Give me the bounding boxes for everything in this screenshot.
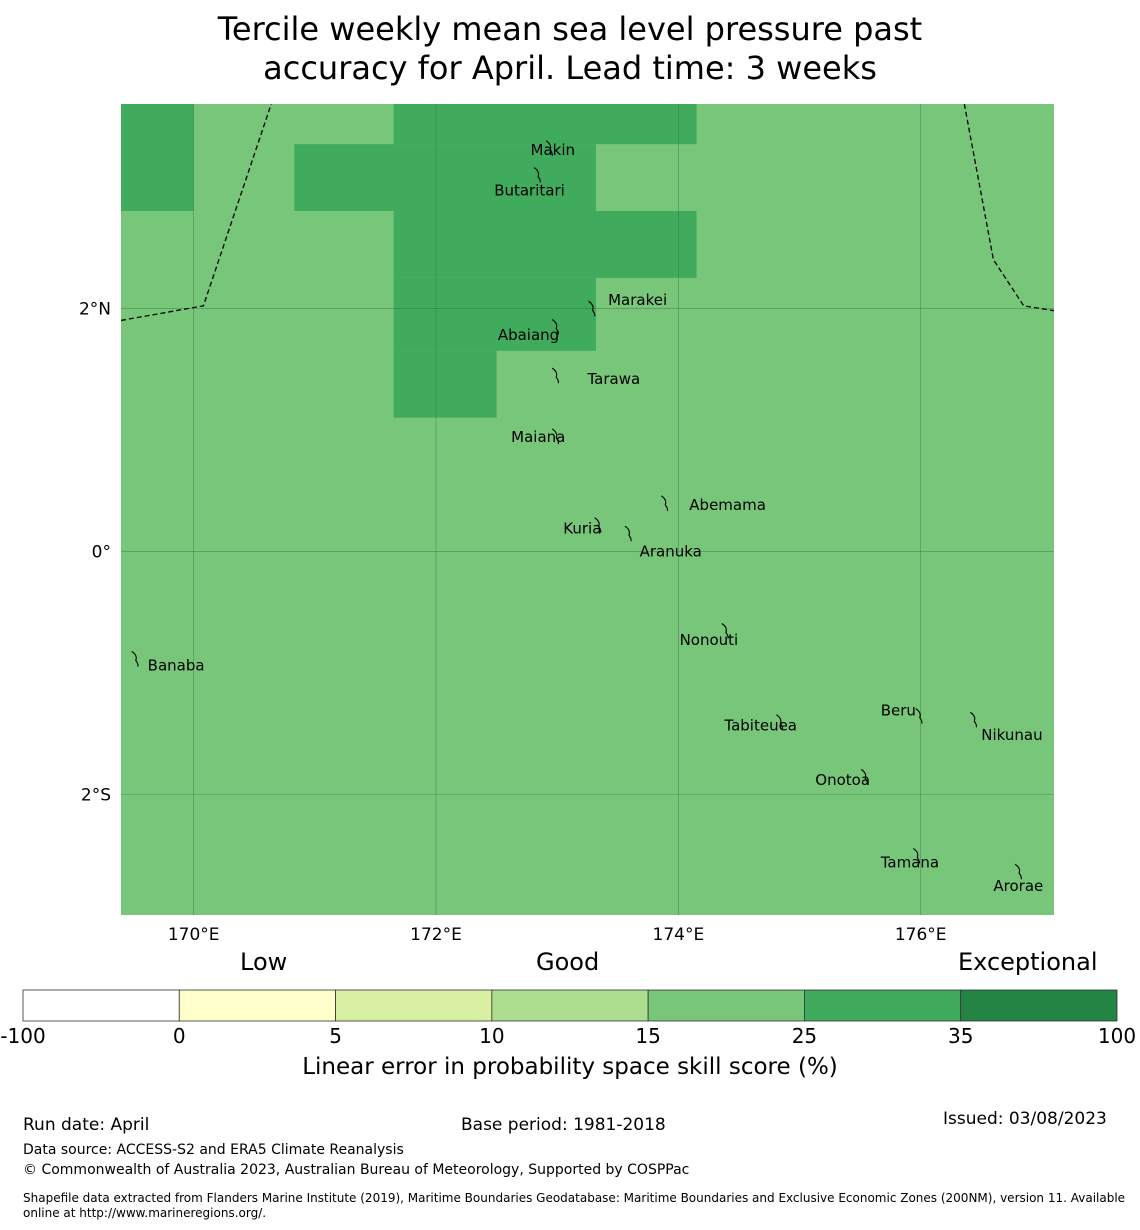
island-outline	[915, 708, 923, 724]
skill-cell	[121, 104, 194, 211]
issued-date: Issued: 03/08/2023	[943, 1109, 1107, 1129]
skill-cell	[393, 210, 697, 278]
island-label: Tabiteuea	[723, 716, 797, 734]
island-label: Onotoa	[815, 771, 870, 789]
x-tick-label: 172°E	[410, 925, 462, 945]
colorbar-segment	[335, 989, 493, 1022]
island-label: Tarawa	[587, 370, 641, 388]
island-outline	[860, 768, 868, 785]
colorbar-tick: 15	[635, 1024, 661, 1048]
y-tick-label: 0°	[92, 542, 111, 562]
island-label: Banaba	[148, 657, 205, 675]
island-outline	[969, 711, 978, 728]
category-exceptional: Exceptional	[958, 948, 1098, 976]
y-tick-label: 2°S	[81, 786, 111, 806]
colorbar-tick: 5	[329, 1024, 342, 1048]
colorbar-tick: 0	[172, 1024, 186, 1048]
island-outline	[660, 495, 669, 512]
island-outline	[776, 714, 784, 730]
title-line-1: Tercile weekly mean sea level pressure p…	[217, 10, 923, 48]
colorbar-segment	[178, 989, 336, 1022]
colorbar-segment	[22, 989, 180, 1022]
colorbar-segment	[647, 989, 805, 1022]
x-tick-label: 174°E	[653, 925, 705, 945]
island-label: Beru	[881, 702, 916, 720]
colorbar-segment	[491, 989, 649, 1022]
island-outline	[594, 517, 602, 533]
island-outline	[624, 525, 632, 542]
island-outline	[721, 623, 729, 639]
base-period: Base period: 1981-2018	[461, 1115, 666, 1135]
colorbar-label: Linear error in probability space skill …	[302, 1054, 838, 1080]
island-label: Butaritari	[494, 181, 565, 199]
colorbar-tick: 10	[479, 1024, 505, 1048]
island-outline	[131, 650, 139, 667]
run-date: Run date: April	[23, 1115, 150, 1135]
colorbar-tick: 100	[1097, 1024, 1137, 1048]
x-tick-label: 176°E	[895, 925, 947, 945]
island-label: Tamana	[880, 854, 939, 872]
skill-cell	[393, 277, 596, 351]
y-tick-label: 2°N	[79, 299, 111, 319]
colorbar	[22, 989, 1118, 1022]
island-label: Aranuka	[640, 542, 702, 560]
island-label: Kuria	[563, 519, 601, 537]
map-title: Tercile weekly mean sea level pressure p…	[0, 10, 1140, 88]
colorbar-tick: 25	[791, 1024, 818, 1048]
island-outline	[588, 300, 596, 317]
skill-cell	[393, 350, 497, 418]
shapefile-line-1: Shapefile data extracted from Flanders M…	[23, 1191, 1126, 1205]
title-line-2: accuracy for April. Lead time: 3 weeks	[263, 49, 877, 87]
island-outline	[912, 847, 921, 864]
colorbar-tick: -100	[0, 1024, 46, 1048]
island-label: Nikunau	[981, 726, 1042, 744]
colorbar-segment	[960, 989, 1118, 1022]
shapefile-line-2: online at http://www.marineregions.org/.	[23, 1206, 267, 1220]
skill-cell	[393, 104, 697, 145]
colorbar-tick: 35	[947, 1024, 974, 1048]
island-label: Makin	[531, 141, 576, 159]
category-low: Low	[240, 948, 288, 976]
island-outline	[533, 167, 541, 183]
colorbar-segment	[804, 989, 962, 1022]
category-good: Good	[536, 948, 600, 976]
island-label: Nonouti	[680, 631, 739, 649]
island-outline	[551, 428, 560, 445]
island-outline	[551, 319, 560, 335]
island-outline	[1014, 863, 1022, 880]
skill-cell	[294, 144, 596, 211]
island-outline	[551, 367, 560, 384]
island-outline	[545, 140, 553, 157]
island-label: Maiana	[511, 428, 565, 446]
data-source: Data source: ACCESS-S2 and ERA5 Climate …	[23, 1142, 404, 1158]
eez-boundary	[120, 103, 272, 322]
island-label: Arorae	[993, 877, 1043, 895]
copyright: © Commonwealth of Australia 2023, Austra…	[23, 1162, 690, 1178]
island-label: Abaiang	[498, 326, 559, 344]
skill-map: 170°E 172°E 174°E 176°E 2°N 0° 2°S Makin Butarit…	[79, 103, 1055, 945]
island-label: Marakei	[608, 291, 667, 309]
x-tick-label: 170°E	[168, 925, 220, 945]
island-label: Abemama	[689, 496, 766, 514]
eez-boundary	[963, 103, 1055, 312]
